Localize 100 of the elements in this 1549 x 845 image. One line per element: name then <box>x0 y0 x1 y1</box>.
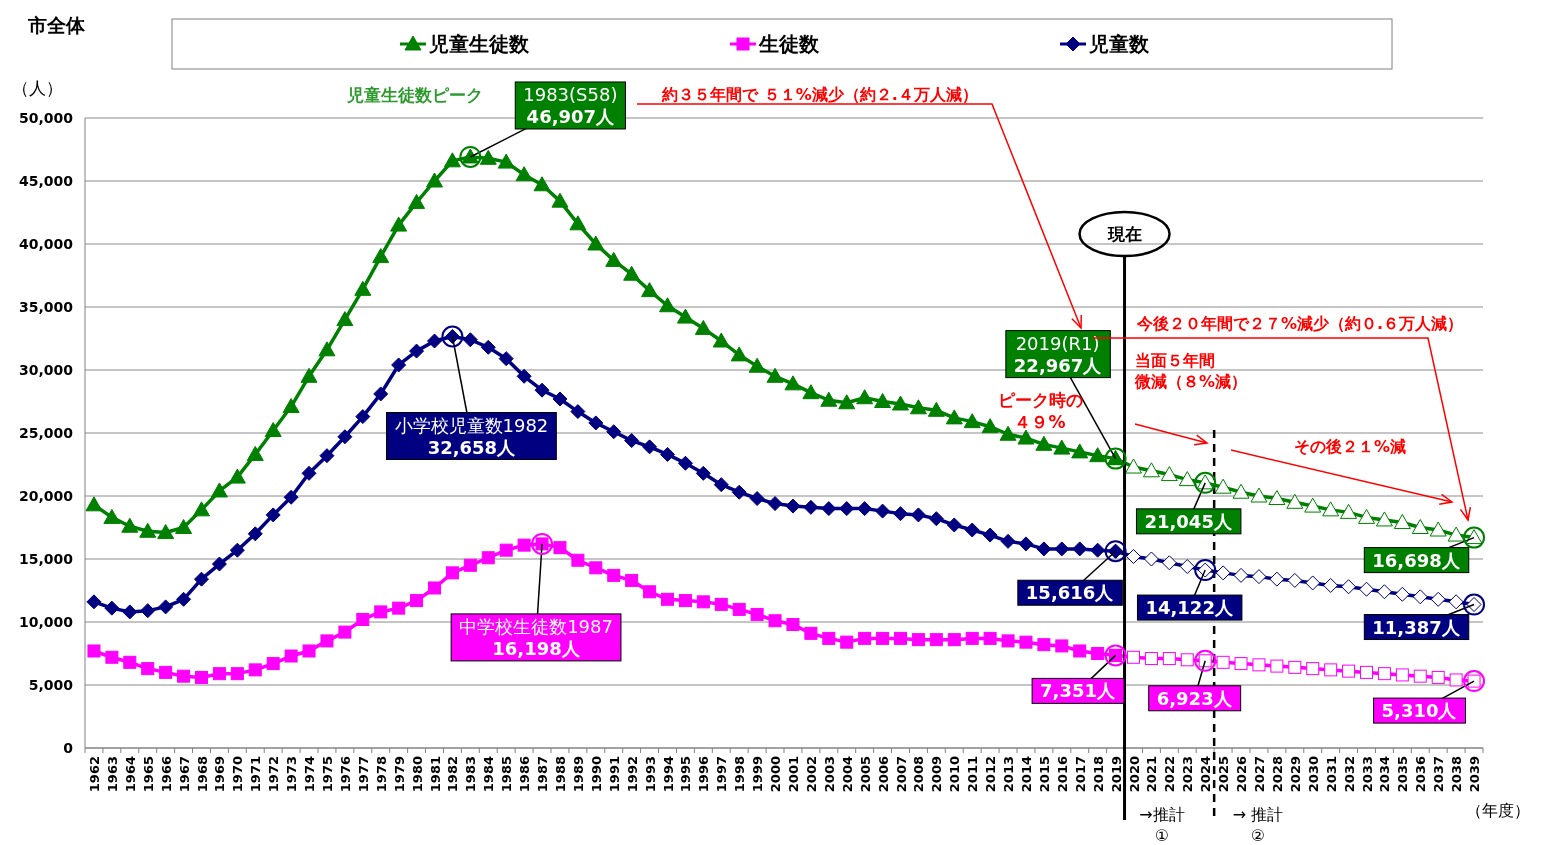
x-tick-label: 1981 <box>427 756 443 793</box>
annotation: 21,045人 <box>1144 510 1233 532</box>
annotation: 7,351人 <box>1040 680 1117 702</box>
y-tick-label: 30,000 <box>18 362 74 378</box>
x-tick-label: 2003 <box>821 756 837 793</box>
x-tick-label: 2031 <box>1323 756 1339 793</box>
text: 約３５年間で ５１%減少（約２.４万人減） <box>661 85 978 104</box>
x-tick-label: 2035 <box>1395 756 1411 793</box>
x-tick-label: 2009 <box>929 756 945 793</box>
legend-label: 児童数 <box>1088 32 1150 56</box>
x-tick-label: 2014 <box>1018 756 1034 793</box>
x-tick-label: 1985 <box>499 756 515 793</box>
x-tick-label: 1997 <box>714 756 730 793</box>
annotation: 中学校生徒数1987 16,198人 <box>459 615 613 659</box>
x-tick-label: 2015 <box>1036 756 1052 793</box>
x-tick-label: 2038 <box>1449 756 1465 793</box>
text: → 推計 ② <box>1232 805 1284 845</box>
x-tick-label: 1988 <box>552 756 568 793</box>
annotation: ４９% <box>1014 412 1066 432</box>
x-tick-label: 2021 <box>1144 756 1160 793</box>
chart-title: 市全体 <box>27 14 86 36</box>
x-tick-label: 2013 <box>1001 756 1017 793</box>
y-tick-label: 50,000 <box>18 110 74 126</box>
x-tick-label: 2018 <box>1090 756 1106 793</box>
x-tick-label: 2033 <box>1359 756 1375 793</box>
annotation: 2019(R1) 22,967人 <box>1013 332 1103 376</box>
x-tick-label: 1978 <box>373 756 389 793</box>
legend-label: 生徒数 <box>758 32 820 56</box>
x-axis-title: （年度） <box>1466 801 1530 820</box>
x-tick-label: 2000 <box>768 756 784 793</box>
x-tick-label: 1991 <box>606 756 622 793</box>
x-tick-label: 1983 <box>463 756 479 793</box>
y-tick-label: 35,000 <box>18 299 74 315</box>
x-tick-label: 1984 <box>481 756 497 793</box>
x-tick-label: 1963 <box>104 756 120 793</box>
y-tick-label: 10,000 <box>18 614 74 630</box>
x-tick-label: 2002 <box>803 756 819 793</box>
x-tick-label: 1962 <box>86 756 102 793</box>
annotation: 5,310人 <box>1381 700 1458 722</box>
y-tick-label: 20,000 <box>18 488 74 504</box>
x-tick-label: 2028 <box>1269 756 1285 793</box>
annotation: 15,616人 <box>1025 582 1115 604</box>
x-tick-label: 2010 <box>947 756 963 793</box>
annotation: 小学校児童数1982 32,658人 <box>394 414 549 458</box>
x-tick-label: 1989 <box>570 756 586 793</box>
annotation: ピーク時の <box>997 390 1083 410</box>
x-tick-label: 1964 <box>122 756 138 793</box>
x-tick-label: 1968 <box>194 756 210 793</box>
text: →推計 ① <box>1139 805 1185 845</box>
x-tick-label: 2022 <box>1162 756 1178 793</box>
x-tick-label: 2006 <box>875 756 891 793</box>
x-tick-label: 1971 <box>248 756 264 793</box>
x-tick-label: 1969 <box>212 756 228 793</box>
annotation: 1983(S58) 46,907人 <box>523 83 618 127</box>
x-tick-label: 2034 <box>1377 756 1393 793</box>
y-tick-label: 0 <box>63 740 74 756</box>
x-tick-label: 1992 <box>624 756 640 793</box>
x-tick-label: 2019 <box>1108 756 1124 793</box>
x-tick-label: 2001 <box>785 756 801 793</box>
x-tick-label: 1977 <box>355 756 371 793</box>
x-tick-label: 1974 <box>302 756 318 793</box>
x-tick-label: 1982 <box>445 756 461 793</box>
x-tick-label: 2039 <box>1467 756 1483 793</box>
x-tick-label: 1965 <box>140 756 156 793</box>
x-tick-label: 2024 <box>1198 756 1214 793</box>
annotation: 今後２０年間で２７%減少（約０.６万人減） <box>1135 314 1464 333</box>
x-tick-label: 2012 <box>983 756 999 793</box>
x-tick-label: 1972 <box>266 756 282 793</box>
x-tick-label: 2032 <box>1341 756 1357 793</box>
x-tick-label: 1970 <box>230 756 246 793</box>
x-tick-label: 1986 <box>517 756 533 793</box>
x-tick-label: 1995 <box>678 756 694 793</box>
x-tick-label: 1973 <box>284 756 300 793</box>
x-tick-label: 1966 <box>158 756 174 793</box>
x-tick-label: 2008 <box>911 756 927 793</box>
x-tick-label: 2036 <box>1413 756 1429 793</box>
x-tick-label: 2030 <box>1305 756 1321 793</box>
x-tick-label: 1998 <box>732 756 748 793</box>
x-tick-label: 2004 <box>839 756 855 793</box>
x-tick-label: 2007 <box>893 756 909 793</box>
annotation: 14,122人 <box>1145 597 1234 619</box>
x-tick-label: 2005 <box>857 756 873 793</box>
x-tick-label: 2011 <box>965 756 981 793</box>
legend-label: 児童生徒数 <box>428 32 530 56</box>
annotation: 当面５年間 <box>1135 351 1215 370</box>
annotation: 微減（８%減） <box>1134 372 1248 391</box>
annotation: 11,387人 <box>1372 616 1461 638</box>
annotation: 6,923人 <box>1156 687 1233 709</box>
x-tick-label: 2025 <box>1216 756 1232 793</box>
x-tick-label: 2023 <box>1180 756 1196 793</box>
ref-line-label: 現在 <box>1106 224 1142 244</box>
y-tick-label: 15,000 <box>18 551 74 567</box>
x-tick-label: 2027 <box>1251 756 1267 793</box>
x-tick-label: 1975 <box>319 756 335 793</box>
text: 児童生徒数ピーク <box>346 85 483 105</box>
x-tick-label: 1987 <box>535 756 551 793</box>
x-tick-label: 2037 <box>1431 756 1447 793</box>
x-tick-label: 2017 <box>1072 756 1088 793</box>
x-tick-label: 2016 <box>1054 756 1070 793</box>
x-tick-label: 1993 <box>642 756 658 793</box>
